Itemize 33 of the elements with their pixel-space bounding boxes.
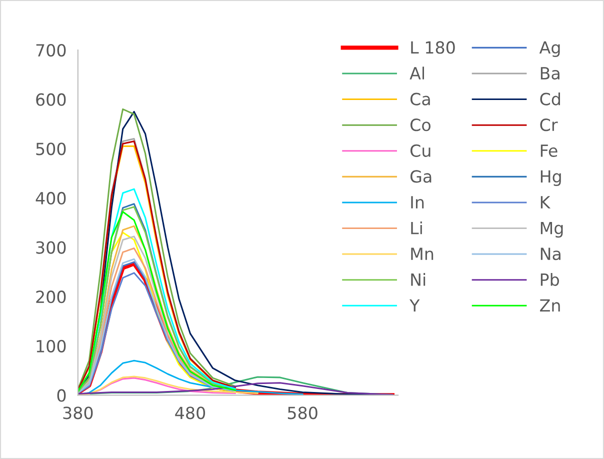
y-tick-label: 700 <box>36 44 66 57</box>
x-tick-label: 380 <box>63 406 93 420</box>
legend-label: Ca <box>410 92 430 106</box>
x-tick-label: 580 <box>288 406 318 420</box>
legend-label: Cd <box>540 92 560 106</box>
y-tick-label: 0 <box>57 389 66 402</box>
legend-label: Y <box>410 299 420 312</box>
legend-label: Cr <box>540 118 558 132</box>
legend-label: Ag <box>539 41 560 57</box>
y-tick-label: 300 <box>36 241 66 254</box>
legend-label: Ba <box>540 67 560 80</box>
y-tick-label: 600 <box>36 93 66 106</box>
legend-label: L 180 <box>411 41 455 54</box>
legend-label: In <box>411 196 424 208</box>
legend-label: Zn <box>540 299 560 312</box>
y-tick-label: 100 <box>36 340 66 352</box>
legend-label: Ga <box>410 170 432 183</box>
legend-label: Al <box>410 66 424 80</box>
legend-label: Pb <box>540 273 559 286</box>
legend-label: Hg <box>540 170 561 186</box>
legend-label: Co <box>410 118 430 132</box>
legend-label: Fe <box>540 144 558 157</box>
x-tick-label: 480 <box>175 406 206 420</box>
y-tick-label: 200 <box>36 290 66 304</box>
legend-label: Mg <box>540 222 563 238</box>
legend-label: Cu <box>410 144 430 157</box>
legend-label: Ni <box>411 273 426 286</box>
legend-label: K <box>540 196 551 208</box>
legend-label: Na <box>540 248 560 260</box>
legend-label: Mn <box>411 248 434 260</box>
y-tick-label: 500 <box>36 142 66 156</box>
y-tick-label: 400 <box>36 192 66 205</box>
legend-label: Li <box>411 221 422 234</box>
